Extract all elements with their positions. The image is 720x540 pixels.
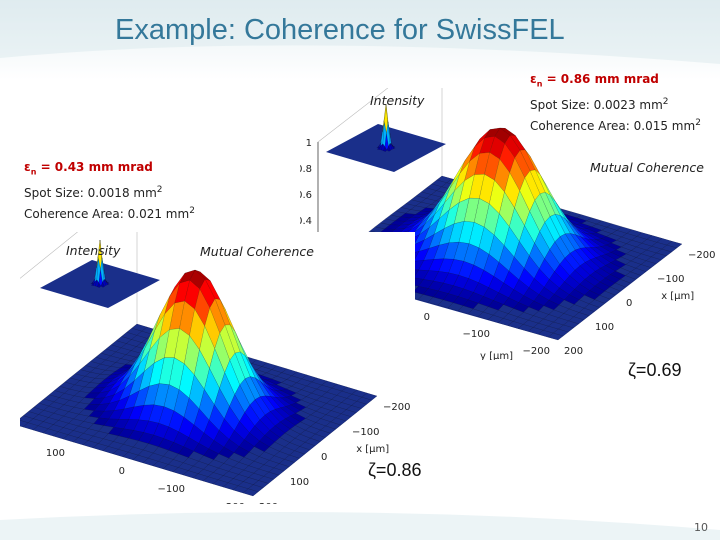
zeta-low: ζ=0.86 [368, 460, 422, 480]
info-high-emittance: εn = 0.86 mm mrad Spot Size: 0.0023 mm2 … [530, 70, 701, 135]
slide-title: Example: Coherence for SwissFEL [115, 14, 565, 46]
plot-low-surface [20, 269, 378, 497]
zeta-high: ζ=0.69 [628, 360, 682, 380]
spot-size-low: Spot Size: 0.0018 mm2 [24, 185, 163, 201]
plot-high-y-tick: −200 [523, 346, 550, 357]
plot-high-z-tick: 0.6 [300, 190, 312, 201]
spot-size-high: Spot Size: 0.0023 mm2 [530, 97, 669, 113]
plot-low-y-tick: −200 [218, 502, 245, 504]
coherence-area-low: Coherence Area: 0.021 mm2 [24, 206, 195, 222]
plot-low-intensity-inset [40, 239, 160, 308]
mutual-coherence-label-high: Mutual Coherence [590, 160, 704, 175]
plot-high-x-tick: 200 [564, 346, 583, 357]
plot-high-x-axis-label: x [μm] [661, 291, 694, 302]
plot-high-y-axis-label: y [μm] [480, 351, 513, 360]
plot-high-x-tick: −200 [688, 250, 715, 261]
plot-high-x-tick: 0 [626, 298, 632, 309]
plot-high-z-tick: 0.4 [300, 216, 312, 227]
plot-high-z-tick: 0.8 [300, 164, 312, 175]
emittance-high: εn = 0.86 mm mrad [530, 72, 659, 89]
plot-high-surface-patch [547, 332, 564, 341]
coherence-area-high: Coherence Area: 0.015 mm2 [530, 118, 701, 134]
mutual-coherence-plot-low-emittance: 10.80.60.40.20μ(r₁, r₂)2001000−100−200y … [20, 232, 415, 504]
plot-low-y-tick: 0 [119, 466, 125, 477]
plot-low-y-tick: −100 [158, 484, 185, 495]
mutual-coherence-label-low: Mutual Coherence [200, 244, 314, 259]
plot-low-x-tick: −100 [352, 427, 379, 438]
plot-high-x-tick: −100 [657, 274, 684, 285]
plot-low-x-tick: 0 [321, 452, 327, 463]
mutual-coherence-plot-high-emittance: 10.80.60.40.20μ(r₁, r₂)2001000−100−200y … [300, 88, 718, 360]
emittance-low: εn = 0.43 mm mrad [24, 160, 153, 177]
plot-high-intensity-inset [326, 103, 446, 172]
page-number: 10 [694, 521, 708, 534]
intensity-label-low: Intensity [66, 243, 121, 258]
plot-low-x-axis-label: x [μm] [356, 444, 389, 455]
plot-high-z-tick: 1 [306, 138, 312, 149]
plot-low-y-tick: 100 [46, 448, 65, 459]
plot-low-surface-patch [242, 488, 259, 497]
intensity-label-high: Intensity [370, 93, 425, 108]
plot-low-x-tick: 100 [290, 477, 309, 488]
plot-high-surface [317, 127, 683, 341]
plot-high-y-tick: −100 [463, 329, 490, 340]
plot-low-axes: 10.80.60.40.20μ(r₁, r₂)2001000−100−200y … [46, 402, 411, 504]
info-low-emittance: εn = 0.43 mm mrad Spot Size: 0.0018 mm2 … [24, 158, 195, 223]
plot-high-y-tick: 0 [424, 312, 430, 323]
plot-low-x-tick: 200 [259, 502, 278, 504]
plot-high-x-tick: 100 [595, 322, 614, 333]
plot-low-x-tick: −200 [383, 402, 410, 413]
